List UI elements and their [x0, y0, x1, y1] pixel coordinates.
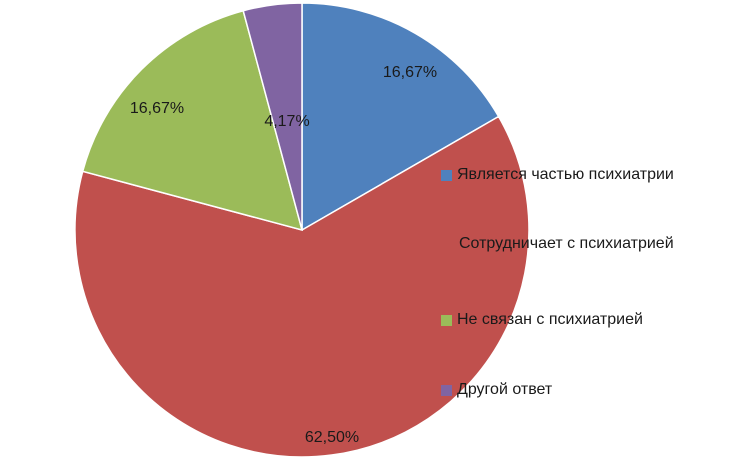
slice-other-answer [242, 2, 303, 231]
data-label: 4,17% [264, 113, 309, 130]
slice-cooperates-with-psychiatry [74, 115, 530, 458]
legend-item-not-related-to-psychiatry: Не связан с психиатрией [441, 309, 643, 331]
data-label: 62,50% [305, 429, 359, 446]
legend-label: Не связан с психиатрией [457, 311, 643, 328]
slice-not-related-to-psychiatry [81, 9, 304, 232]
legend-swatch [441, 384, 452, 396]
legend-label: Сотрудничает с психиатрией [459, 235, 674, 252]
legend-swatch [441, 314, 452, 326]
legend-label: Является частью психиатрии [457, 166, 674, 183]
legend-item-cooperates-with-psychiatry: Сотрудничает с психиатрией [459, 233, 674, 255]
data-label: 16,67% [383, 64, 437, 81]
legend-label: Другой ответ [457, 381, 553, 398]
slice-part-of-psychiatry [301, 2, 500, 232]
legend-item-other-answer: Другой ответ [441, 379, 552, 401]
data-label: 16,67% [130, 100, 184, 117]
legend-item-part-of-psychiatry: Является частью психиатрии [441, 164, 674, 186]
legend-swatch [441, 169, 452, 181]
